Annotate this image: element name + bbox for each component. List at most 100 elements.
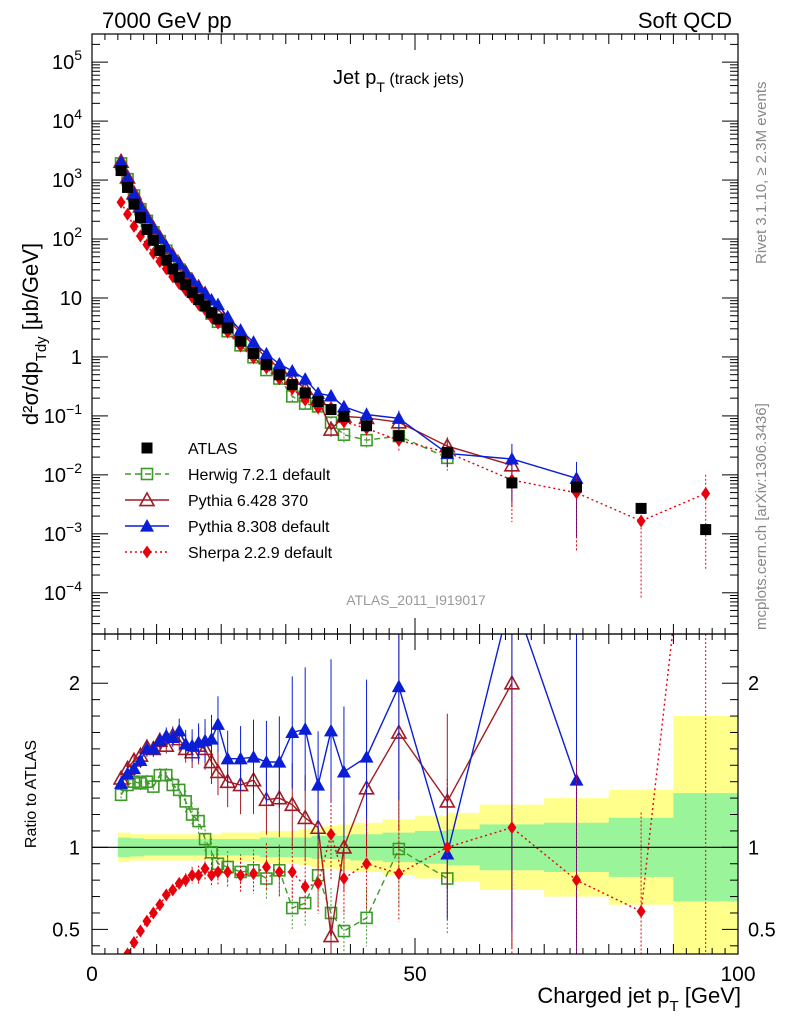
y-tick-label: 10 (60, 288, 82, 310)
point-atlas (635, 502, 647, 514)
point-pythia-2 (391, 411, 406, 424)
ratio-uncertainty-bands (92, 716, 738, 954)
legend: ATLAS Herwig 7.2.1 default Pythia 6.428 37… (125, 441, 333, 562)
ratio-point-pythia-2 (272, 755, 287, 768)
ratio-tick-label: 0.5 (52, 919, 80, 941)
ratio-point-sherpa-3 (161, 888, 171, 902)
ratio-point-pythia-2 (152, 733, 167, 747)
ratio-point-herwig-0 (179, 795, 192, 808)
legend-marker (142, 545, 152, 559)
x-tick-label: 0 (86, 963, 98, 986)
ratio-plot-series (112, 332, 710, 970)
ratio-point-sherpa-3 (200, 862, 210, 876)
ratio-point-pythia-1 (296, 809, 314, 825)
series-line-pythia-1 (120, 161, 513, 466)
ratio-point-sherpa-3 (123, 947, 133, 954)
ratio-point-sherpa-3 (636, 904, 646, 918)
ratio-point-pythia-2 (336, 764, 351, 778)
ratio-point-pythia-2 (185, 738, 200, 752)
point-atlas (122, 181, 134, 193)
ratio-point-herwig-0 (134, 777, 147, 790)
point-atlas (186, 286, 198, 298)
analysis-id: ATLAS_2011_I919017 (346, 592, 486, 608)
ratio-point-herwig-0 (147, 780, 160, 793)
point-pythia-2 (298, 372, 313, 385)
point-pythia-2 (324, 388, 339, 402)
point-sherpa-3 (123, 207, 133, 221)
point-atlas (147, 234, 159, 246)
ratio-point-sherpa-3 (181, 873, 191, 887)
point-atlas (338, 410, 350, 422)
point-atlas (700, 524, 712, 536)
ratio-point-sherpa-3 (249, 867, 258, 881)
ratio-point-sherpa-3 (701, 332, 710, 345)
ratio-point-sherpa-3 (168, 883, 178, 897)
point-atlas (441, 446, 453, 458)
ratio-point-pythia-1 (219, 773, 237, 789)
ratio-point-pythia-2 (324, 723, 339, 737)
point-pythia-2 (359, 407, 374, 421)
ratio-point-sherpa-3 (287, 865, 297, 879)
header-right: Soft QCD (638, 8, 732, 33)
ratio-point-pythia-2 (285, 725, 300, 739)
ratio-point-pythia-2 (204, 732, 219, 745)
y-tick-label: 10−1 (44, 401, 82, 428)
legend-label: Sherpa 2.2.9 default (188, 545, 333, 562)
point-atlas (506, 477, 518, 489)
ratio-point-herwig-0 (159, 768, 173, 782)
ratio-tick-label-right: 1 (748, 837, 759, 859)
ratio-point-pythia-2 (165, 730, 180, 743)
ratio-point-sherpa-3 (313, 876, 323, 890)
ratio-point-herwig-0 (185, 808, 199, 821)
ratio-point-sherpa-3 (194, 868, 204, 882)
y-tick-label: 10−3 (44, 519, 82, 546)
ratio-point-pythia-2 (505, 586, 519, 599)
ratio-point-pythia-2 (133, 753, 148, 766)
ratio-point-sherpa-3 (155, 898, 165, 912)
legend-label: Pythia 6.428 370 (188, 493, 308, 510)
ratio-point-herwig-0 (360, 911, 373, 925)
ratio-point-pythia-2 (172, 723, 187, 737)
point-atlas (173, 271, 185, 283)
point-sherpa-3 (116, 195, 126, 209)
point-atlas (260, 359, 272, 371)
point-atlas (299, 387, 311, 399)
ratio-tick-label-right: 0.5 (748, 919, 776, 941)
ratio-point-pythia-2 (359, 750, 374, 763)
point-atlas (325, 404, 337, 416)
legend-label: ATLAS (188, 441, 238, 458)
point-atlas (141, 224, 153, 236)
legend-label: Pythia 8.308 default (188, 519, 330, 536)
ratio-point-sherpa-3 (117, 957, 126, 970)
point-atlas (199, 300, 211, 312)
ratio-point-pythia-2 (391, 679, 406, 693)
point-atlas (235, 335, 247, 347)
point-atlas (248, 347, 259, 359)
chart-title: Jet pT (track jets) (333, 67, 464, 95)
point-atlas (134, 212, 146, 224)
point-atlas (393, 430, 405, 442)
point-sherpa-3 (636, 514, 646, 528)
x-axis-label: Charged jet pT [GeV] (537, 983, 741, 1015)
ratio-point-pythia-1 (335, 838, 353, 854)
ratio-axis-label: Ratio to ATLAS (23, 740, 40, 848)
point-pythia-2 (285, 363, 300, 377)
ratio-point-pythia-1 (203, 753, 220, 769)
ratio-point-pythia-2 (114, 776, 129, 789)
ratio-point-pythia-2 (210, 717, 225, 730)
ratio-point-sherpa-3 (274, 865, 284, 879)
ratio-point-sherpa-3 (135, 924, 145, 938)
y-tick-label: 102 (52, 224, 82, 251)
point-pythia-2 (272, 356, 287, 370)
ratio-point-pythia-2 (246, 750, 261, 763)
ratio-point-sherpa-3 (187, 868, 197, 882)
point-pythia-2 (246, 335, 261, 348)
point-atlas (222, 322, 234, 334)
y-tick-label: 105 (52, 47, 82, 74)
y-tick-label: 103 (52, 165, 82, 192)
main-plot-series (112, 152, 712, 598)
ratio-point-sherpa-3 (339, 872, 349, 886)
point-atlas (212, 313, 224, 325)
ratio-point-pythia-2 (259, 755, 274, 768)
